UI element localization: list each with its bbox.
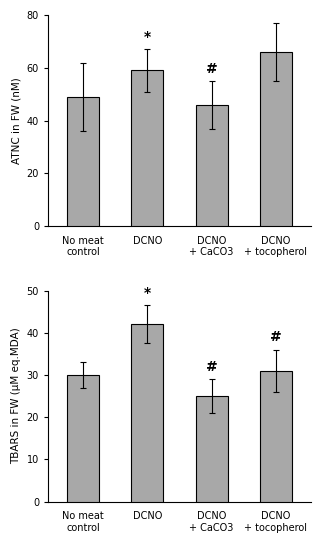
- Text: #: #: [270, 330, 281, 344]
- Bar: [131, 324, 164, 502]
- Bar: [195, 396, 228, 502]
- Bar: [131, 71, 164, 226]
- Y-axis label: TBARS in FW (μM eq.MDA): TBARS in FW (μM eq.MDA): [11, 327, 21, 465]
- Text: #: #: [206, 62, 217, 76]
- Text: *: *: [144, 30, 151, 44]
- Bar: [67, 375, 99, 502]
- Bar: [195, 105, 228, 226]
- Bar: [67, 97, 99, 226]
- Y-axis label: ATNC in FW (nM): ATNC in FW (nM): [11, 77, 21, 164]
- Text: #: #: [206, 360, 217, 374]
- Bar: [260, 52, 292, 226]
- Text: *: *: [144, 286, 151, 300]
- Bar: [260, 371, 292, 502]
